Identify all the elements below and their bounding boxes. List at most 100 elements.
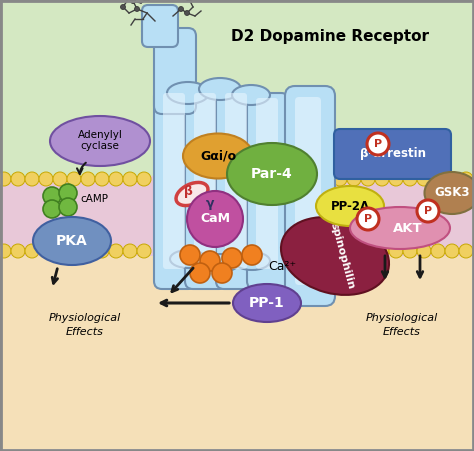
Circle shape bbox=[39, 172, 53, 186]
FancyBboxPatch shape bbox=[185, 88, 227, 289]
Ellipse shape bbox=[201, 254, 239, 272]
Circle shape bbox=[109, 172, 123, 186]
Bar bbox=[2, 176, 472, 256]
Circle shape bbox=[184, 10, 190, 15]
Ellipse shape bbox=[227, 143, 317, 205]
Text: D2 Dopamine Receptor: D2 Dopamine Receptor bbox=[231, 28, 429, 43]
FancyBboxPatch shape bbox=[154, 88, 196, 289]
Circle shape bbox=[53, 244, 67, 258]
Bar bbox=[2, 2, 472, 176]
Circle shape bbox=[95, 244, 109, 258]
Circle shape bbox=[305, 244, 319, 258]
Circle shape bbox=[135, 6, 139, 11]
Text: Ca²⁺: Ca²⁺ bbox=[268, 259, 296, 272]
FancyBboxPatch shape bbox=[216, 88, 258, 289]
Text: Gαi/o: Gαi/o bbox=[200, 149, 236, 162]
Ellipse shape bbox=[233, 284, 301, 322]
Circle shape bbox=[417, 200, 439, 222]
Ellipse shape bbox=[199, 78, 241, 100]
Circle shape bbox=[389, 244, 403, 258]
Ellipse shape bbox=[350, 207, 450, 249]
Circle shape bbox=[39, 244, 53, 258]
Circle shape bbox=[190, 263, 210, 283]
Ellipse shape bbox=[176, 183, 208, 206]
Circle shape bbox=[95, 172, 109, 186]
Circle shape bbox=[67, 244, 81, 258]
Circle shape bbox=[445, 172, 459, 186]
Circle shape bbox=[333, 172, 347, 186]
Ellipse shape bbox=[281, 217, 389, 295]
Text: β: β bbox=[183, 185, 192, 198]
Ellipse shape bbox=[167, 82, 209, 104]
Text: Effects: Effects bbox=[383, 327, 421, 337]
Circle shape bbox=[67, 172, 81, 186]
Ellipse shape bbox=[170, 250, 206, 268]
FancyBboxPatch shape bbox=[194, 93, 216, 269]
Text: Par-4: Par-4 bbox=[251, 167, 293, 181]
Circle shape bbox=[109, 244, 123, 258]
Circle shape bbox=[25, 172, 39, 186]
Circle shape bbox=[179, 6, 183, 11]
FancyBboxPatch shape bbox=[256, 98, 278, 269]
Circle shape bbox=[445, 244, 459, 258]
Circle shape bbox=[0, 172, 11, 186]
Circle shape bbox=[319, 172, 333, 186]
Text: Physiological: Physiological bbox=[366, 313, 438, 323]
FancyBboxPatch shape bbox=[154, 28, 196, 114]
Circle shape bbox=[25, 244, 39, 258]
Circle shape bbox=[200, 251, 220, 271]
Circle shape bbox=[417, 172, 431, 186]
Circle shape bbox=[431, 172, 445, 186]
Text: GSK3: GSK3 bbox=[434, 187, 470, 199]
Text: P: P bbox=[364, 214, 372, 224]
Text: Physiological: Physiological bbox=[49, 313, 121, 323]
Ellipse shape bbox=[194, 193, 222, 213]
Circle shape bbox=[403, 244, 417, 258]
Ellipse shape bbox=[33, 217, 111, 265]
Circle shape bbox=[305, 172, 319, 186]
Circle shape bbox=[11, 244, 25, 258]
Circle shape bbox=[459, 172, 473, 186]
Circle shape bbox=[357, 208, 379, 230]
Text: PP-2A: PP-2A bbox=[330, 199, 370, 212]
Circle shape bbox=[389, 172, 403, 186]
Circle shape bbox=[222, 248, 242, 268]
Text: P: P bbox=[374, 139, 382, 149]
Circle shape bbox=[0, 244, 11, 258]
FancyBboxPatch shape bbox=[334, 129, 451, 179]
Circle shape bbox=[459, 244, 473, 258]
Circle shape bbox=[431, 244, 445, 258]
FancyBboxPatch shape bbox=[142, 5, 178, 47]
Circle shape bbox=[59, 198, 77, 216]
Text: cyclase: cyclase bbox=[81, 141, 119, 151]
FancyBboxPatch shape bbox=[163, 93, 185, 269]
FancyBboxPatch shape bbox=[247, 93, 289, 289]
Ellipse shape bbox=[183, 133, 253, 179]
Circle shape bbox=[375, 244, 389, 258]
Circle shape bbox=[347, 172, 361, 186]
Circle shape bbox=[403, 172, 417, 186]
Text: PP-1: PP-1 bbox=[249, 296, 285, 310]
FancyBboxPatch shape bbox=[285, 86, 335, 306]
Circle shape bbox=[137, 172, 151, 186]
Circle shape bbox=[375, 172, 389, 186]
Text: PKA: PKA bbox=[56, 234, 88, 248]
Ellipse shape bbox=[316, 186, 384, 226]
Circle shape bbox=[123, 172, 137, 186]
FancyBboxPatch shape bbox=[225, 93, 247, 269]
Circle shape bbox=[123, 244, 137, 258]
Circle shape bbox=[242, 245, 262, 265]
Text: CaM: CaM bbox=[200, 212, 230, 226]
Ellipse shape bbox=[142, 19, 174, 43]
Circle shape bbox=[137, 244, 151, 258]
Ellipse shape bbox=[50, 116, 150, 166]
Circle shape bbox=[361, 244, 375, 258]
Circle shape bbox=[367, 133, 389, 155]
Circle shape bbox=[186, 0, 191, 1]
Circle shape bbox=[130, 0, 136, 4]
Text: spinophilin: spinophilin bbox=[328, 221, 356, 290]
Text: β-arrestin: β-arrestin bbox=[360, 147, 426, 161]
Bar bbox=[2, 254, 472, 449]
Circle shape bbox=[81, 244, 95, 258]
Circle shape bbox=[59, 184, 77, 202]
